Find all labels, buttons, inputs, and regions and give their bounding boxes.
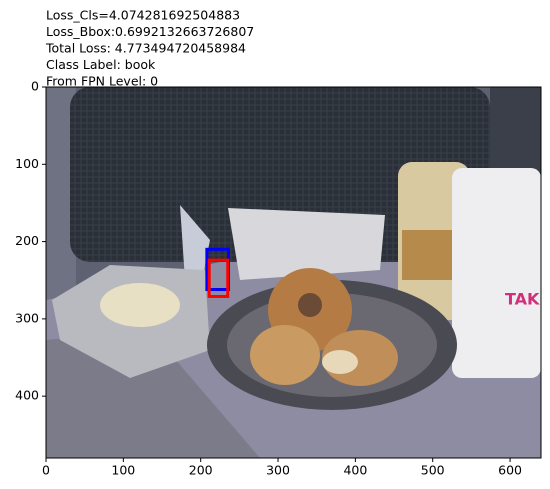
photo: TAK [46, 87, 541, 458]
y-tick-label: 100 [15, 156, 39, 171]
x-tick-label: 400 [343, 463, 367, 478]
title-line: Total Loss: 4.773494720458984 [45, 41, 246, 56]
cup-print: TAK [505, 290, 540, 309]
x-tick-label: 200 [189, 463, 213, 478]
y-tick-label: 400 [15, 388, 39, 403]
y-tick-label: 300 [15, 310, 39, 325]
x-tick-label: 100 [111, 463, 135, 478]
x-tick-label: 600 [498, 463, 522, 478]
x-tick-label: 0 [42, 463, 50, 478]
bounding-box [207, 258, 230, 298]
title-line: Loss_Cls=4.074281692504883 [46, 8, 240, 23]
y-tick-label: 0 [31, 79, 39, 94]
title-line: From FPN Level: 0 [46, 74, 158, 89]
x-tick-label: 500 [421, 463, 445, 478]
title-line: Class Label: book [46, 57, 156, 72]
axes-frame [45, 86, 542, 459]
x-tick-label: 300 [266, 463, 290, 478]
title-line: Loss_Bbox:0.6992132663726807 [46, 24, 254, 39]
y-tick-label: 200 [15, 233, 39, 248]
